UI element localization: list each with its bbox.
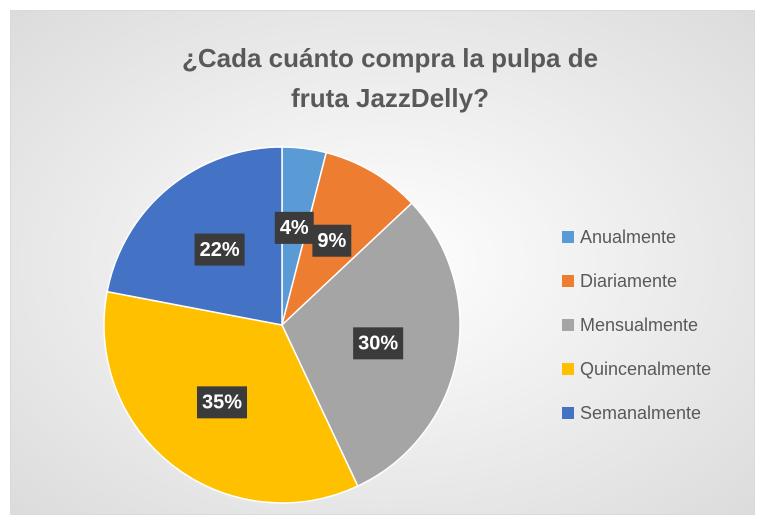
legend-label: Anualmente (580, 227, 676, 247)
legend-swatch (562, 363, 574, 375)
legend-label: Diariamente (580, 271, 677, 291)
legend-swatch (562, 319, 574, 331)
data-label-box (274, 211, 314, 244)
chart-title: ¿Cada cuánto compra la pulpa de fruta Ja… (181, 43, 599, 113)
legend-swatch (562, 407, 574, 419)
data-label-box (312, 224, 352, 257)
data-label: 35% (202, 392, 242, 414)
legend-label: Quincenalmente (580, 359, 711, 379)
legend-label: Mensualmente (580, 315, 698, 335)
legend-swatch (562, 231, 574, 243)
data-label: 30% (358, 333, 398, 355)
legend-label: Semanalmente (580, 403, 701, 423)
data-label-box (194, 233, 245, 266)
legend-swatch (562, 275, 574, 287)
pie-slice (106, 146, 283, 326)
data-label-box (353, 327, 404, 360)
data-label: 9% (317, 230, 346, 252)
data-label-box (196, 386, 248, 419)
data-label: 4% (280, 217, 309, 239)
data-label: 22% (200, 239, 240, 261)
